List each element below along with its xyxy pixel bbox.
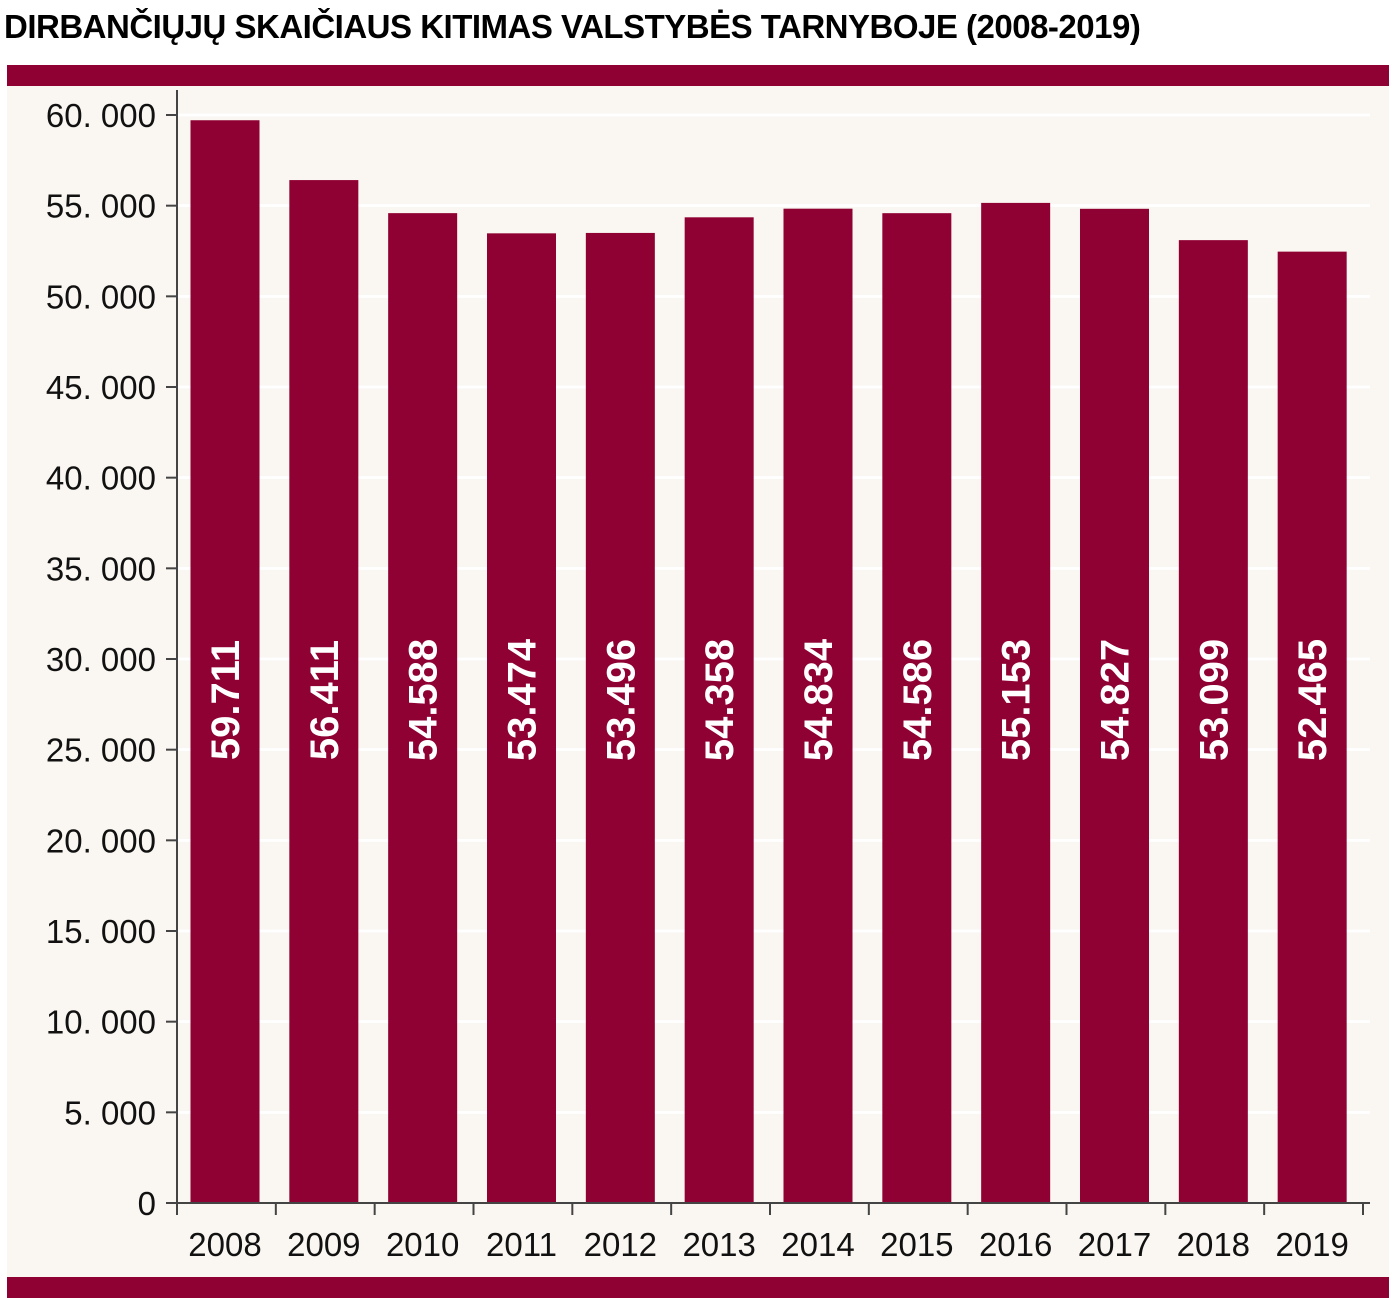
x-tick-label: 2016 — [979, 1226, 1052, 1263]
bar-value-label: 55.153 — [995, 639, 1039, 761]
bar-value-label: 53.474 — [501, 638, 545, 761]
x-tick-label: 2017 — [1078, 1226, 1151, 1263]
bar-value-label: 54.586 — [896, 639, 940, 761]
bar — [487, 233, 556, 1203]
x-tick-label: 2014 — [781, 1226, 854, 1263]
value-labels: 59.711 56.411 54.588 53.474 53.496 54.358 54.8… — [204, 638, 1335, 761]
bar-value-label: 54.358 — [698, 639, 742, 761]
x-tick-label: 2015 — [880, 1226, 953, 1263]
bar — [289, 180, 359, 1203]
axes — [166, 90, 1370, 1215]
x-tick-label: 2019 — [1275, 1226, 1348, 1263]
bar — [783, 208, 853, 1203]
x-tick-label: 2013 — [682, 1226, 755, 1263]
bar — [684, 217, 754, 1203]
bar-value-label: 54.588 — [402, 639, 446, 761]
x-tick-labels: 2008 2009 2010 2011 2012 2013 2014 2015 2016 2017… — [188, 1226, 1349, 1263]
x-tick-label: 2012 — [584, 1226, 657, 1263]
x-tick-label: 2011 — [486, 1226, 557, 1263]
bar-value-label: 59.711 — [204, 640, 248, 760]
x-tick-label: 2018 — [1177, 1226, 1250, 1263]
bar-value-label: 54.834 — [797, 638, 841, 761]
y-tick-label: 5. 000 — [64, 1094, 156, 1131]
bar-value-label: 56.411 — [303, 640, 347, 760]
y-tick-label: 20. 000 — [46, 822, 156, 859]
bar-value-label: 53.496 — [599, 639, 643, 761]
bar — [190, 120, 260, 1204]
y-tick-labels: 0 5. 000 10. 000 15. 000 20. 000 25. 000 30. 0… — [46, 97, 156, 1222]
bar — [981, 202, 1051, 1203]
x-tick-label: 2009 — [287, 1226, 360, 1263]
bar — [1080, 208, 1149, 1204]
bars — [190, 120, 1347, 1204]
bar — [1277, 251, 1347, 1204]
y-tick-label: 60. 000 — [46, 97, 156, 134]
y-tick-label: 15. 000 — [46, 913, 156, 950]
top-band — [7, 65, 1389, 86]
y-tick-label: 50. 000 — [46, 278, 156, 315]
y-tick-label: 40. 000 — [46, 460, 156, 497]
gridlines — [177, 113, 1370, 1114]
y-tick-label: 25. 000 — [46, 732, 156, 769]
x-tick-label: 2008 — [188, 1226, 261, 1263]
bottom-band — [7, 1277, 1389, 1298]
bar-value-label: 52.465 — [1291, 639, 1335, 761]
bar-value-label: 54.827 — [1094, 639, 1138, 761]
bar — [388, 213, 458, 1204]
bar — [882, 213, 952, 1203]
bar — [585, 232, 655, 1203]
y-tick-label: 30. 000 — [46, 641, 156, 678]
y-tick-label: 35. 000 — [46, 550, 156, 587]
bar — [1178, 240, 1248, 1204]
y-tick-label: 0 — [138, 1185, 156, 1222]
y-tick-label: 55. 000 — [46, 188, 156, 225]
bar-value-label: 53.099 — [1192, 639, 1236, 761]
x-tick-label: 2010 — [386, 1226, 459, 1263]
chart-title: DIRBANČIŲJŲ SKAIČIAUS KITIMAS VALSTYBĖS … — [4, 8, 1141, 45]
y-tick-label: 10. 000 — [46, 1004, 156, 1041]
y-tick-label: 45. 000 — [46, 369, 156, 406]
